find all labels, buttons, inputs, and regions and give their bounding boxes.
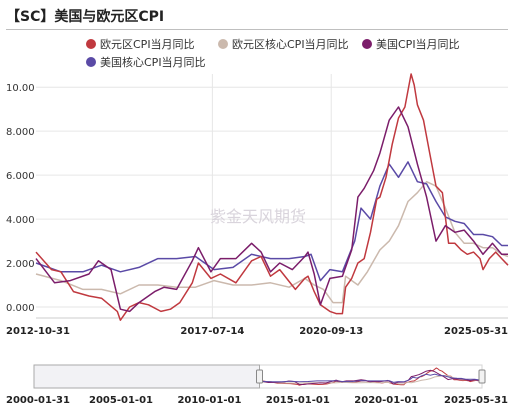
y-tick-label: 10.00 xyxy=(6,83,35,94)
navigator-date-label: 2005-01-01 xyxy=(89,395,153,406)
legend-marker-us-cpi xyxy=(362,39,372,49)
x-tick-label: 2025-05-31 xyxy=(444,326,508,337)
series-line-eu-core-cpi xyxy=(35,180,509,304)
legend-marker-eu-cpi xyxy=(86,39,96,49)
y-tick-label: 6.000 xyxy=(6,171,35,182)
navigator-handle-left[interactable] xyxy=(256,369,264,384)
navigator-mask xyxy=(33,364,261,389)
series-line-us-core-cpi xyxy=(35,161,508,282)
legend-item-eu-cpi[interactable]: 欧元区CPI当月同比 xyxy=(86,36,195,52)
y-tick-label: 2.000 xyxy=(6,259,35,270)
series-line-us-cpi xyxy=(35,106,508,313)
series-line-eu-cpi xyxy=(35,73,509,321)
legend-item-eu-core-cpi[interactable]: 欧元区核心CPI当月同比 xyxy=(218,36,349,52)
navigator-date-label: 2025-05-31 xyxy=(444,395,508,406)
navigator-date-label: 2015-01-01 xyxy=(266,395,330,406)
legend-label-us-core-cpi: 美国核心CPI当月同比 xyxy=(100,56,206,69)
y-tick-label: 4.000 xyxy=(6,215,35,226)
chart-title: 【SC】美国与欧元区CPI xyxy=(6,9,165,25)
legend-item-us-core-cpi[interactable]: 美国核心CPI当月同比 xyxy=(86,54,206,70)
x-tick-label: 2012-10-31 xyxy=(6,326,70,337)
legend-label-eu-cpi: 欧元区CPI当月同比 xyxy=(100,38,195,51)
navigator-date-label: 2020-01-01 xyxy=(354,395,418,406)
navigator-line-us-core-cpi xyxy=(259,373,482,383)
legend-marker-eu-core-cpi xyxy=(218,39,228,49)
navigator-handle-right[interactable] xyxy=(478,369,486,384)
navigator-date-label: 2000-01-31 xyxy=(6,395,70,406)
y-tick-label: 8.000 xyxy=(6,127,35,138)
x-tick-label: 2020-09-13 xyxy=(299,326,363,337)
y-tick-label: 0.000 xyxy=(6,303,35,314)
legend-label-eu-core-cpi: 欧元区核心CPI当月同比 xyxy=(232,38,349,51)
legend-item-us-cpi[interactable]: 美国CPI当月同比 xyxy=(362,36,460,52)
legend-marker-us-core-cpi xyxy=(86,57,96,67)
watermark: 紫金天风期货 xyxy=(210,207,306,226)
x-tick-label: 2017-07-14 xyxy=(180,326,244,337)
navigator-line-eu-cpi xyxy=(259,367,483,386)
legend-label-us-cpi: 美国CPI当月同比 xyxy=(376,38,460,51)
title-divider xyxy=(6,29,508,30)
navigator-date-label: 2010-01-01 xyxy=(177,395,241,406)
